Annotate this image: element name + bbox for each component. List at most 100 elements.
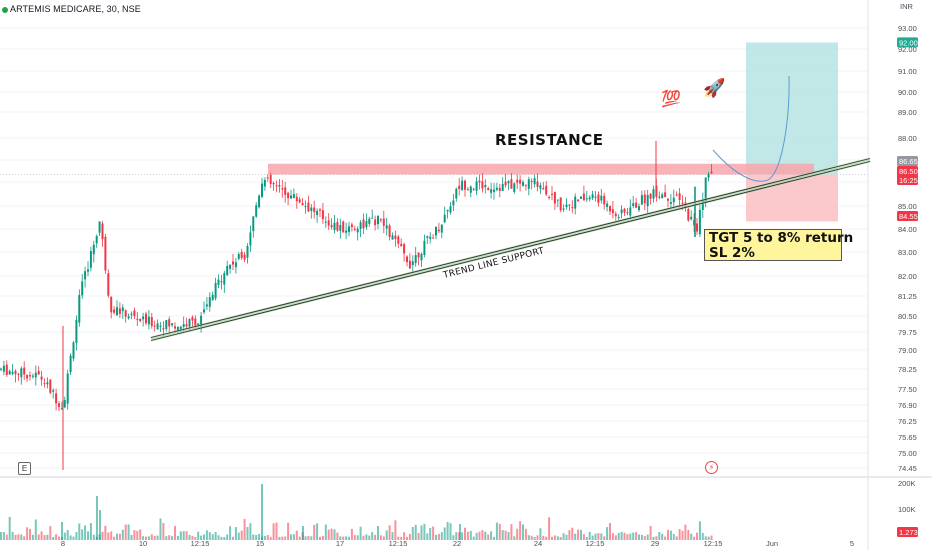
volume-bar	[609, 523, 611, 540]
candle-body	[429, 236, 432, 239]
volume-bar	[562, 533, 565, 540]
price-tick-label: 75.00	[898, 449, 917, 458]
candle-body	[258, 195, 261, 208]
volume-bar	[437, 533, 440, 540]
candle-body	[69, 355, 72, 372]
volume-bar	[408, 533, 411, 540]
volume-bar	[516, 528, 519, 540]
time-axis[interactable]: 8 10 12:15 15 17 12:15 22 24 12:15 29 12:15 Jun 5	[61, 539, 854, 548]
volume-bar	[281, 536, 284, 540]
volume-bar	[118, 533, 121, 540]
candle-body	[203, 309, 205, 313]
candle-body	[237, 254, 240, 259]
candle-body	[466, 189, 469, 191]
price-tick-label: 84.00	[898, 225, 917, 234]
volume-bar	[487, 534, 490, 540]
candle-body	[63, 400, 66, 408]
volume-bar	[614, 535, 617, 540]
candle-body	[640, 195, 643, 205]
candle-body	[179, 326, 182, 330]
volume-bar	[435, 534, 437, 540]
candle-body	[101, 223, 104, 240]
volume-bar	[31, 534, 34, 540]
candle-body	[304, 205, 307, 207]
exchange-icon[interactable]: E	[18, 462, 31, 475]
candle-body	[559, 197, 562, 211]
rocket-icon: 🚀	[703, 77, 725, 99]
loss-zone	[746, 174, 838, 222]
volume-bar	[330, 528, 333, 540]
candle-body	[368, 218, 371, 224]
volume-bar	[475, 532, 478, 540]
volume-bar	[672, 533, 675, 540]
volume-bar	[313, 524, 316, 540]
candle-body	[675, 194, 678, 196]
candle-body	[565, 204, 568, 208]
volume-bar	[353, 535, 356, 540]
candle-body	[350, 224, 353, 228]
candle-body	[478, 180, 481, 183]
symbol-title[interactable]: ARTEMIS MEDICARE, 30, NSE	[2, 4, 141, 14]
candle-body	[484, 185, 487, 188]
time-tick-label: 15	[256, 539, 264, 548]
volume-bar	[385, 530, 388, 540]
volume-bar	[452, 535, 455, 540]
volume-bar	[551, 536, 553, 540]
volume-bar	[678, 529, 681, 540]
candle-body	[246, 246, 249, 258]
candle-body	[197, 323, 200, 326]
candle-body	[232, 261, 234, 265]
candle-body	[519, 179, 522, 184]
candle-body	[348, 226, 350, 233]
volume-bar	[185, 531, 188, 540]
candle-body	[495, 187, 498, 190]
volume-bar	[585, 536, 588, 540]
volume-bar	[400, 536, 403, 540]
candle-body	[681, 202, 684, 204]
volume-bar	[664, 536, 667, 540]
price-tick-label: 81.25	[898, 292, 917, 301]
volume-bar	[490, 531, 493, 540]
candle-body	[571, 207, 574, 209]
candle-body	[139, 318, 142, 322]
candle-body	[435, 226, 437, 236]
volume-bar	[252, 534, 255, 540]
volume-bar	[403, 532, 406, 540]
candle-body	[551, 193, 553, 195]
candle-body	[2, 365, 5, 372]
candle-body	[452, 200, 455, 206]
candle-body	[414, 255, 417, 264]
volume-bar	[600, 533, 603, 540]
volume-bar	[374, 534, 377, 540]
volume-bar	[200, 535, 203, 540]
volume-bar	[652, 536, 655, 540]
candle-body	[371, 217, 374, 219]
flash-icon[interactable]: ⚡	[705, 461, 718, 474]
volume-bar	[92, 534, 95, 540]
candle-body	[609, 206, 611, 212]
candle-body	[696, 223, 698, 232]
candle-body	[643, 194, 646, 204]
volume-bar	[217, 535, 220, 540]
candle-body	[597, 194, 600, 203]
volume-bar	[406, 536, 408, 540]
candle-body	[52, 390, 55, 392]
candle-body	[687, 209, 690, 221]
live-dot	[2, 6, 8, 13]
volume-bar	[336, 532, 339, 540]
candle-body	[307, 202, 310, 212]
volume-bar	[519, 521, 522, 540]
volume-bar	[591, 535, 594, 540]
price-axis[interactable]: INR93.0092.0091.0090.0089.0088.0087.0086…	[898, 2, 917, 514]
volume-bar	[536, 535, 539, 540]
volume-bar	[510, 524, 513, 540]
volume-bar	[188, 534, 191, 540]
volume-bar	[321, 535, 324, 540]
volume-bar	[498, 523, 501, 540]
volume-bar	[472, 536, 475, 540]
volume-bar	[139, 529, 142, 540]
candle-body	[580, 196, 582, 199]
candle-body	[443, 214, 446, 223]
candle-body	[652, 189, 655, 199]
